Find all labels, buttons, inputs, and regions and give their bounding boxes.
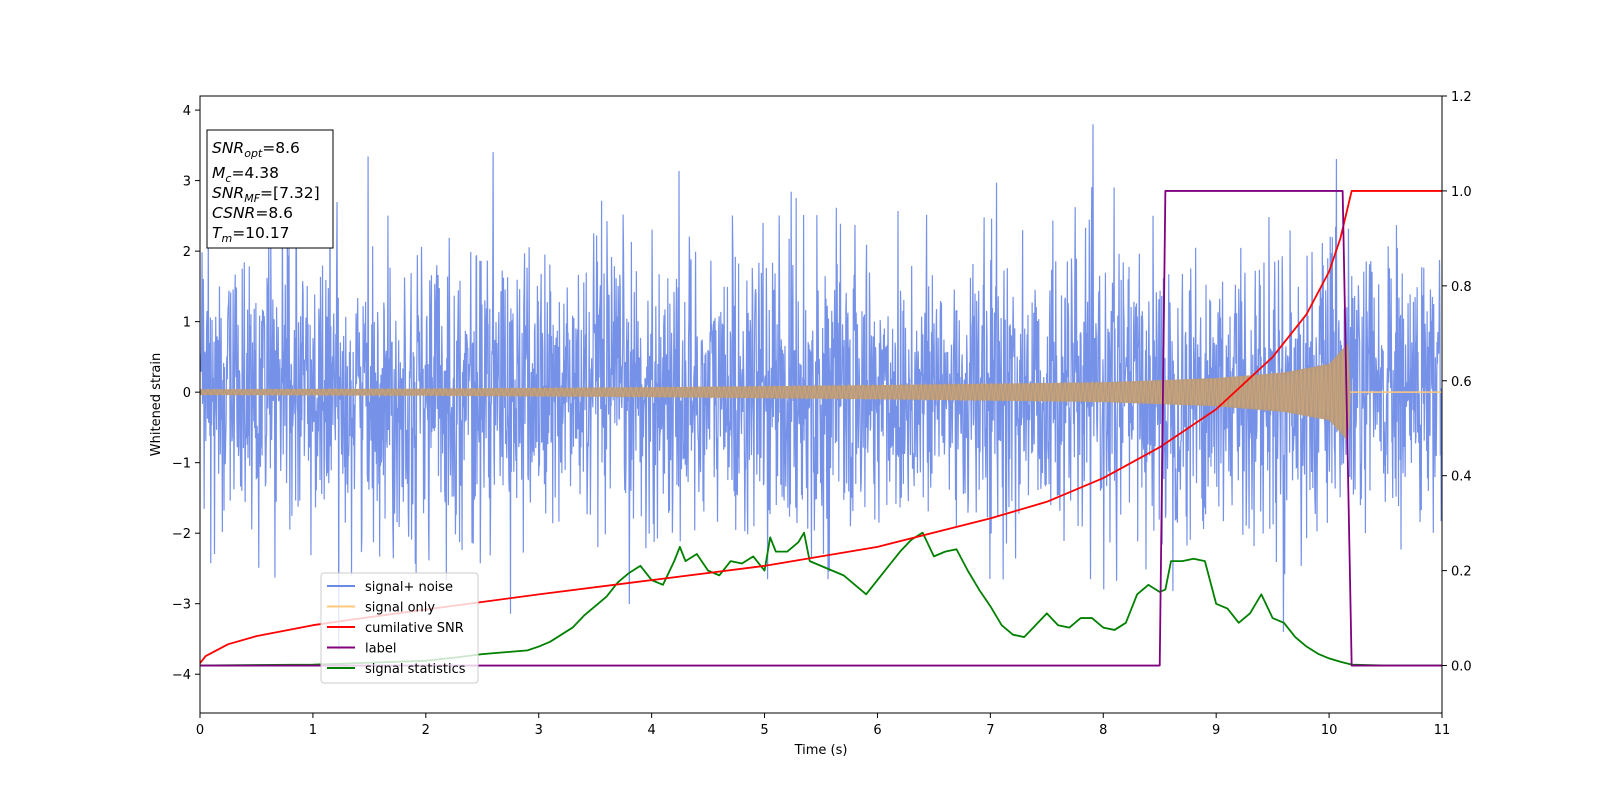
info-snr-opt: SNRopt=8.6 <box>212 139 300 160</box>
info-tm: Tm=10.17 <box>212 224 290 245</box>
x-tick-label: 4 <box>647 723 655 738</box>
legend-label: signal statistics <box>365 662 466 677</box>
x-tick-label: 6 <box>873 723 881 738</box>
x-tick-label: 5 <box>760 723 768 738</box>
axes: 0 1 2 3 4 5 6 7 8 9 10 11 −4 −3 −2 −1 0 1 2 3 4 0.0 0.2 0.4 0.6 0… <box>149 90 1472 758</box>
y-right-tick-label: 0.6 <box>1451 375 1472 390</box>
x-tick-label: 1 <box>309 723 317 738</box>
x-tick-label: 7 <box>986 723 994 738</box>
y-left-tick-label: −4 <box>172 668 191 683</box>
y-left-tick-label: 1 <box>183 316 191 331</box>
y-right-tick-label: 1.0 <box>1451 185 1472 200</box>
info-csnr: CSNR=8.6 <box>212 204 293 222</box>
series-signal-only-line <box>200 347 1351 437</box>
x-tick-label: 0 <box>196 723 204 738</box>
y-left-tick-label: 2 <box>183 245 191 260</box>
x-tick-label: 8 <box>1099 723 1107 738</box>
legend-label: signal only <box>365 601 435 616</box>
y-left-tick-label: 0 <box>183 386 191 401</box>
y-right-tick-label: 0.8 <box>1451 280 1472 295</box>
info-mc: Mc=4.38 <box>212 164 279 185</box>
x-tick-label: 11 <box>1434 723 1451 738</box>
y-left-tick-label: −3 <box>172 598 191 613</box>
y-left-tick-label: −2 <box>172 527 191 542</box>
y-right-tick-label: 0.2 <box>1451 565 1472 580</box>
legend-frame <box>320 572 479 684</box>
x-tick-label: 9 <box>1212 723 1220 738</box>
x-tick-label: 2 <box>422 723 430 738</box>
series-signal-statistics-line <box>200 531 1442 667</box>
x-axis-label: Time (s) <box>794 743 848 758</box>
x-tick-label: 3 <box>535 723 543 738</box>
y-axis-label: Whitened strain <box>149 353 164 456</box>
series-signal-noise-line <box>200 124 1442 651</box>
plot-area <box>200 124 1442 667</box>
legend-label: label <box>365 642 396 657</box>
x-tick-label: 10 <box>1321 723 1338 738</box>
y-right-tick-label: 1.2 <box>1451 90 1472 105</box>
series-label-line <box>200 190 1442 667</box>
y-right-tick-label: 0.4 <box>1451 470 1472 485</box>
info-snr-mf: SNRMF=[7.32] <box>212 184 320 205</box>
legend: signal+ noise signal only cumilative SNR la… <box>320 572 479 684</box>
y-left-tick-label: 4 <box>183 104 191 119</box>
series-cumulative-snr-line <box>200 190 1442 664</box>
y-left-tick-label: −1 <box>172 457 191 472</box>
info-box-frame <box>206 129 334 249</box>
y-right-tick-label: 0.0 <box>1451 660 1472 675</box>
legend-label: signal+ noise <box>365 580 453 595</box>
series-signal-only-envelope <box>200 342 1442 442</box>
legend-label: cumilative SNR <box>365 621 464 636</box>
plot-frame <box>199 95 1443 714</box>
y-left-tick-label: 3 <box>183 175 191 190</box>
